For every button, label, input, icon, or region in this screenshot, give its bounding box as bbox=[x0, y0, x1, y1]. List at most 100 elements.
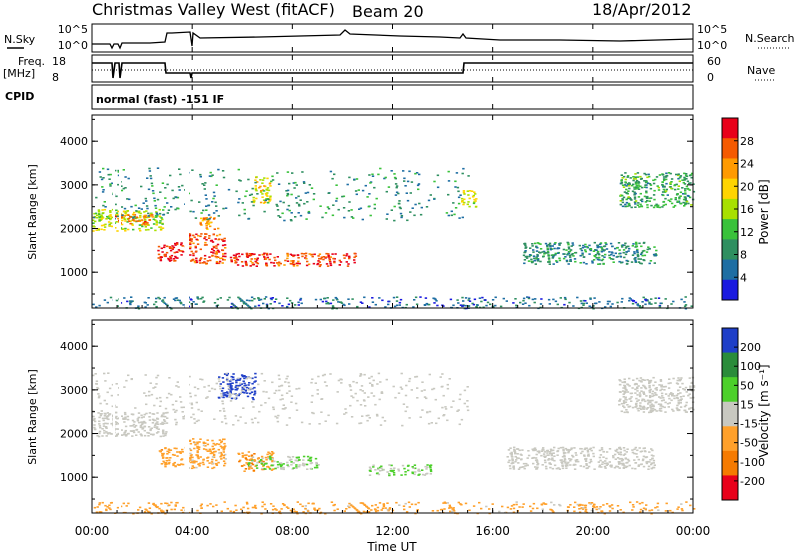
range-cell bbox=[654, 178, 657, 181]
range-cell bbox=[408, 377, 412, 380]
range-cell bbox=[682, 388, 685, 390]
range-cell bbox=[639, 258, 642, 260]
range-cell bbox=[620, 182, 623, 185]
range-cell bbox=[599, 243, 602, 246]
range-cell bbox=[569, 260, 572, 262]
range-cell bbox=[663, 406, 666, 409]
range-cell bbox=[256, 193, 259, 195]
range-cell bbox=[151, 413, 154, 415]
range-cell bbox=[180, 463, 183, 465]
range-cell bbox=[236, 259, 240, 261]
range-cell bbox=[472, 194, 475, 197]
range-cell bbox=[247, 384, 250, 386]
range-cell bbox=[155, 506, 159, 509]
range-cell bbox=[634, 257, 637, 259]
range-cell bbox=[325, 263, 329, 265]
range-cell bbox=[209, 450, 212, 452]
range-cell bbox=[130, 300, 133, 302]
range-cell bbox=[106, 412, 109, 414]
range-cell bbox=[158, 208, 161, 211]
range-cell bbox=[116, 506, 120, 509]
range-cell bbox=[645, 180, 648, 182]
range-cell bbox=[210, 251, 213, 253]
range-cell bbox=[247, 467, 251, 469]
range-cell bbox=[129, 303, 132, 306]
range-cell bbox=[297, 212, 300, 214]
range-cell bbox=[442, 394, 445, 397]
range-cell bbox=[98, 213, 101, 216]
range-cell bbox=[534, 466, 537, 468]
range-cell bbox=[264, 456, 268, 459]
range-cell bbox=[221, 249, 225, 252]
range-cell bbox=[219, 451, 222, 454]
range-cell bbox=[204, 442, 207, 444]
range-cell bbox=[460, 418, 464, 421]
range-cell bbox=[563, 456, 566, 458]
range-cell bbox=[223, 244, 227, 246]
range-cell bbox=[215, 504, 218, 506]
range-cell bbox=[444, 502, 447, 504]
range-cell bbox=[220, 390, 224, 392]
range-cell bbox=[543, 455, 546, 457]
range-cell bbox=[99, 426, 102, 429]
range-cell bbox=[305, 463, 309, 466]
range-cell bbox=[149, 177, 153, 180]
range-cell bbox=[586, 467, 589, 469]
range-cell bbox=[265, 458, 268, 461]
range-cell bbox=[144, 214, 147, 217]
range-cell bbox=[649, 187, 653, 190]
range-cell bbox=[354, 392, 357, 395]
range-cell bbox=[307, 263, 311, 266]
range-cell bbox=[276, 420, 280, 423]
range-cell bbox=[279, 398, 282, 401]
range-cell bbox=[651, 395, 654, 398]
range-cell bbox=[159, 435, 162, 438]
range-cell bbox=[234, 504, 237, 507]
range-cell bbox=[263, 210, 266, 213]
range-cell bbox=[385, 218, 388, 220]
range-cell bbox=[400, 388, 404, 390]
range-cell bbox=[648, 451, 651, 453]
range-cell bbox=[97, 396, 101, 399]
range-cell bbox=[125, 434, 128, 436]
range-cell bbox=[195, 460, 198, 463]
range-cell bbox=[266, 177, 269, 180]
range-cell bbox=[435, 300, 438, 302]
range-cell bbox=[250, 467, 254, 470]
time-axis-label: Time UT bbox=[366, 540, 417, 554]
range-cell bbox=[282, 463, 285, 465]
range-cell bbox=[667, 387, 671, 389]
range-cell bbox=[245, 299, 249, 302]
range-cell bbox=[466, 409, 470, 412]
range-cell bbox=[335, 184, 338, 186]
range-cell bbox=[654, 381, 657, 383]
range-cell bbox=[111, 405, 114, 408]
range-cell bbox=[376, 383, 379, 385]
range-cell bbox=[327, 254, 330, 257]
range-cell bbox=[377, 372, 381, 375]
range-cell bbox=[557, 247, 561, 250]
range-cell bbox=[332, 299, 335, 301]
range-cell bbox=[176, 243, 179, 246]
range-cell bbox=[156, 214, 159, 217]
range-cell bbox=[637, 188, 641, 190]
range-cell bbox=[224, 453, 227, 456]
range-cell bbox=[231, 388, 234, 390]
range-cell bbox=[352, 380, 355, 383]
range-cell bbox=[317, 255, 320, 257]
range-cell bbox=[433, 297, 436, 300]
range-cell bbox=[345, 253, 349, 255]
range-cell bbox=[539, 303, 543, 305]
range-cell bbox=[632, 176, 635, 178]
range-cell bbox=[222, 449, 225, 451]
range-cell bbox=[616, 457, 620, 459]
range-cell bbox=[650, 448, 653, 450]
range-cell bbox=[646, 195, 649, 198]
range-cell bbox=[558, 244, 561, 246]
range-cell bbox=[208, 175, 212, 177]
range-cell bbox=[528, 254, 532, 256]
range-cell bbox=[200, 233, 203, 235]
range-cell bbox=[428, 373, 431, 376]
range-cell bbox=[394, 177, 397, 180]
range-cell bbox=[182, 506, 185, 509]
